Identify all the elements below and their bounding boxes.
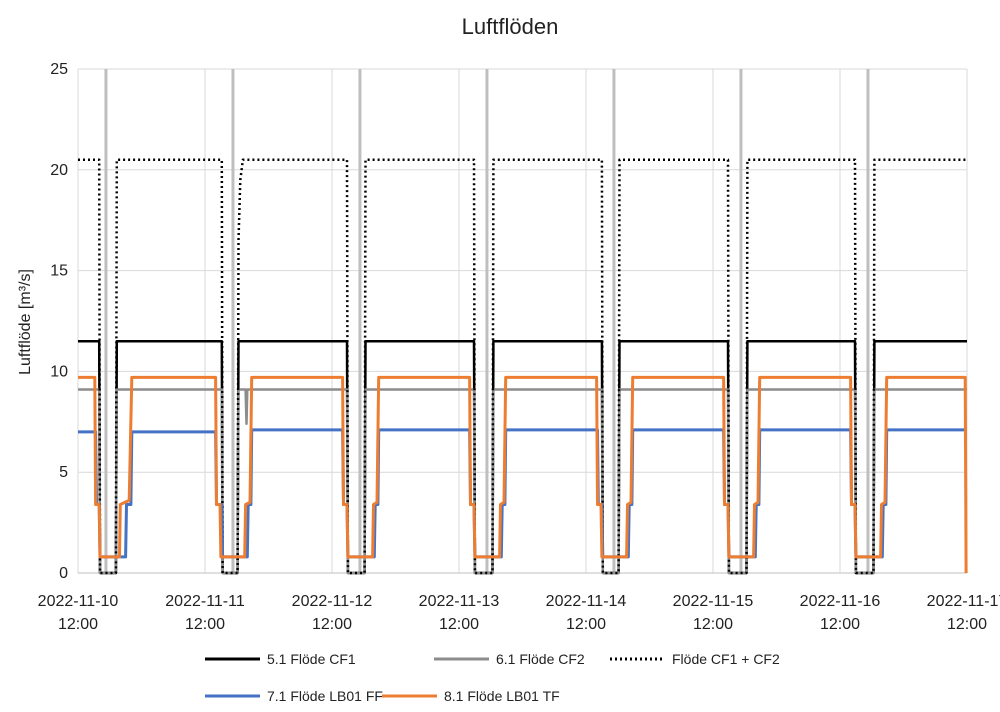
shutdown-band bbox=[866, 69, 870, 573]
y-tick-label: 0 bbox=[59, 565, 68, 582]
x-tick-date: 2022-11-15 bbox=[673, 593, 754, 610]
x-tick-time: 12:00 bbox=[947, 616, 987, 633]
series-line-3 bbox=[78, 158, 967, 575]
x-tick-time: 12:00 bbox=[820, 616, 860, 633]
series-lines bbox=[78, 158, 968, 575]
x-tick-time: 12:00 bbox=[58, 616, 98, 633]
y-tick-label: 15 bbox=[50, 263, 68, 280]
shutdown-band bbox=[231, 69, 235, 573]
x-tick-date: 2022-11-12 bbox=[292, 593, 373, 610]
x-tick-time: 12:00 bbox=[185, 616, 225, 633]
shutdown-bands bbox=[104, 69, 870, 573]
legend-label: 6.1 Flöde CF2 bbox=[496, 651, 585, 667]
legend-label: 5.1 Flöde CF1 bbox=[267, 651, 356, 667]
legend-label: 8.1 Flöde LB01 TF bbox=[444, 688, 560, 704]
x-tick-date: 2022-11-14 bbox=[546, 593, 627, 610]
x-tick-date: 2022-11-17 bbox=[927, 593, 1000, 610]
y-tick-label: 20 bbox=[50, 162, 68, 179]
x-tick-date: 2022-11-13 bbox=[419, 593, 500, 610]
x-axis-ticks: 2022-11-10 12:00 2022-11-11 12:00 2022-11-12… bbox=[38, 593, 1000, 633]
x-tick-time: 12:00 bbox=[566, 616, 606, 633]
y-tick-label: 25 bbox=[50, 61, 68, 78]
x-tick-date: 2022-11-11 bbox=[165, 593, 245, 610]
x-tick-time: 12:00 bbox=[693, 616, 733, 633]
y-axis-label: Luftflöde [m³/s] bbox=[17, 269, 34, 375]
legend: 5.1 Flöde CF1 6.1 Flöde CF2 Flöde CF1 + CF… bbox=[205, 651, 780, 704]
legend-label: 7.1 Flöde LB01 FF bbox=[267, 688, 383, 704]
shutdown-band bbox=[612, 69, 616, 573]
shutdown-band bbox=[104, 69, 108, 573]
y-tick-label: 10 bbox=[50, 363, 68, 380]
legend-label: Flöde CF1 + CF2 bbox=[672, 651, 780, 667]
shutdown-band bbox=[485, 69, 489, 573]
x-tick-time: 12:00 bbox=[312, 616, 352, 633]
shutdown-band bbox=[358, 69, 362, 573]
x-tick-time: 12:00 bbox=[439, 616, 479, 633]
chart-title: Luftflöden bbox=[462, 14, 559, 39]
series-line-5 bbox=[78, 375, 968, 574]
x-tick-date: 2022-11-10 bbox=[38, 593, 119, 610]
y-tick-label: 5 bbox=[59, 464, 68, 481]
y-axis-ticks: 0 5 10 15 20 25 bbox=[50, 61, 68, 582]
shutdown-band bbox=[739, 69, 743, 573]
x-tick-date: 2022-11-16 bbox=[800, 593, 881, 610]
gridlines bbox=[77, 68, 968, 574]
